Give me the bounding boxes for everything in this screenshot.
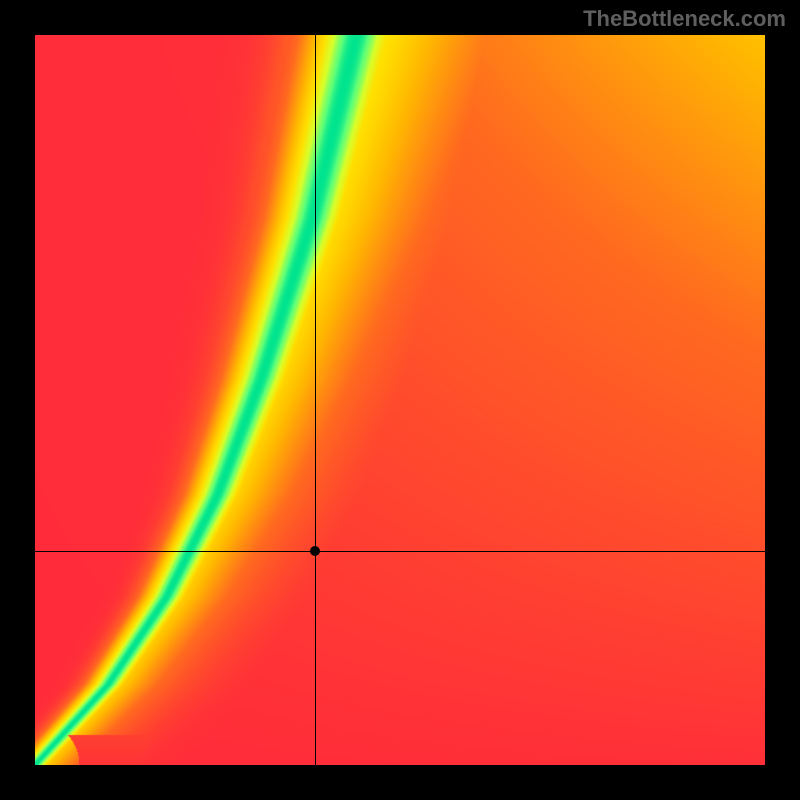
heatmap-canvas [35,35,765,765]
heatmap-plot [35,35,765,765]
crosshair-vertical [315,35,316,765]
watermark-text: TheBottleneck.com [583,6,786,32]
crosshair-horizontal [35,551,765,552]
crosshair-marker [310,546,320,556]
